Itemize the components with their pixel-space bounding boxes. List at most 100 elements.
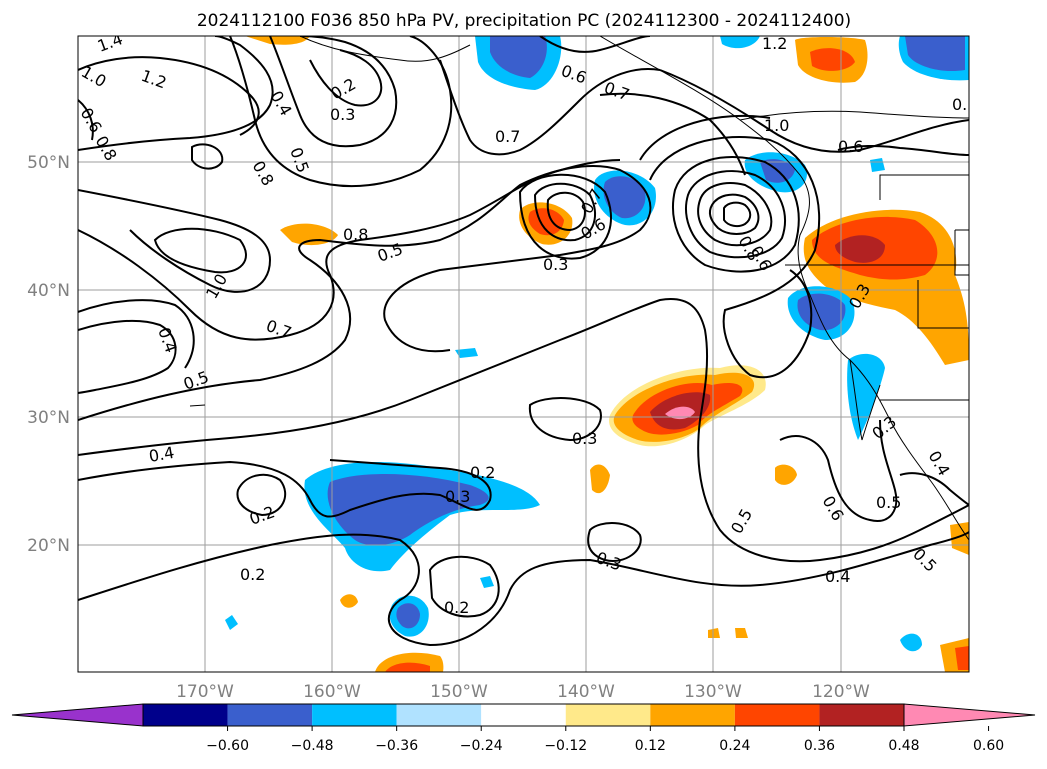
lat-label: 50°N: [27, 153, 70, 173]
precip-negative-region: [455, 348, 478, 358]
pv-contour: [533, 182, 596, 242]
contour-label: 0.3: [572, 429, 597, 448]
map-title: 2024112100 F036 850 hPa PV, precipitatio…: [197, 11, 851, 31]
contour-label: 0.2: [444, 598, 469, 617]
precip-positive-region: [735, 628, 748, 638]
contour-label: 0.2: [470, 463, 495, 482]
pv-contour: [191, 143, 224, 170]
pv-contour: [439, 59, 661, 156]
pv-contour: [528, 397, 602, 442]
lat-label: 20°N: [27, 536, 70, 556]
longitude-labels: 170°W 160°W 150°W 140°W 130°W 120°W: [176, 682, 870, 702]
pv-contour: [599, 92, 746, 176]
pv-contour: [78, 99, 94, 141]
coastline: [879, 174, 969, 200]
colorbar-segment: [734, 704, 820, 726]
pv-contour: [709, 193, 760, 235]
contour-label: 0.3: [543, 255, 568, 274]
coastline: [954, 229, 969, 276]
colorbar-segment: [481, 704, 566, 726]
precip-fill-layer: [225, 36, 969, 672]
pv-contour: [309, 49, 383, 107]
lon-label: 170°W: [176, 682, 234, 702]
pv-contour: [78, 56, 260, 136]
pv-contour: [837, 144, 969, 156]
colorbar-segment: [143, 704, 228, 726]
contour-label: 0.4: [147, 443, 175, 466]
coastline: [299, 36, 471, 62]
lon-label: 140°W: [557, 682, 615, 702]
coastline: [739, 110, 969, 121]
colorbar-tick-label: −0.60: [206, 738, 249, 754]
precip-positive-region: [665, 406, 695, 420]
pv-contour: [697, 182, 773, 247]
precip-positive-region: [955, 646, 969, 670]
colorbar: −0.60 −0.48 −0.36 −0.24 −0.12 0.12 0.24 0.36 0.4…: [11, 703, 1036, 754]
pv-contour: [428, 555, 500, 618]
pv-contour: [78, 319, 177, 394]
contour-label: 0.2: [240, 565, 265, 584]
lon-label: 150°W: [430, 682, 488, 702]
pv-contour: [546, 191, 586, 232]
precip-negative-region: [847, 353, 885, 440]
coastline-layer: [189, 36, 969, 541]
lon-label: 120°W: [812, 682, 870, 702]
colorbar-extend-low: [11, 703, 144, 727]
pv-contour: [779, 419, 898, 522]
contour-label: 1.0: [764, 116, 789, 135]
pv-contour: [539, 36, 651, 53]
colorbar-segment: [312, 704, 397, 726]
precip-negative-region: [480, 576, 494, 588]
pv-contour: [518, 173, 613, 260]
pv-contour: [78, 459, 492, 518]
precip-negative-region: [720, 36, 760, 49]
contour-label: 0.3: [330, 105, 355, 124]
lat-label: 40°N: [27, 281, 70, 301]
precip-positive-region: [810, 48, 855, 71]
pv-contour: [236, 473, 287, 517]
contour-label: 0.4: [825, 567, 850, 586]
pv-contour-layer: [78, 36, 969, 647]
colorbar-extend-high: [903, 703, 1036, 727]
pv-contour: [672, 156, 800, 273]
colorbar-tick-label: −0.12: [544, 738, 587, 754]
precip-negative-region: [603, 176, 646, 219]
colorbar-tick-label: −0.24: [460, 738, 503, 754]
colorbar-tick-label: −0.36: [375, 738, 418, 754]
precip-positive-region: [950, 522, 969, 555]
pv-contour: [153, 227, 247, 274]
precip-negative-region: [327, 474, 489, 546]
colorbar-tick-label: 0.48: [888, 738, 919, 754]
lon-label: 130°W: [684, 682, 742, 702]
graticule: [78, 36, 969, 672]
precip-positive-region: [835, 235, 885, 263]
pv-contour: [78, 164, 652, 421]
precip-negative-region: [900, 633, 922, 652]
contour-label: 1.2: [762, 34, 787, 53]
precip-positive-region: [340, 594, 358, 608]
contour-label: 0.5: [876, 493, 901, 512]
colorbar-tick-label: 0.60: [973, 738, 1004, 754]
pv-contour: [269, 36, 398, 148]
pv-contour: [639, 114, 771, 161]
precip-positive-region: [708, 628, 720, 638]
precip-positive-region: [245, 36, 310, 45]
colorbar-segment: [565, 704, 651, 726]
colorbar-segment: [819, 704, 904, 726]
contour-label: 0.8: [343, 225, 368, 244]
precip-negative-region: [396, 603, 420, 629]
colorbar-tick-label: 0.36: [804, 738, 835, 754]
colorbar-tick-label: −0.48: [291, 738, 334, 754]
pv-contour: [78, 531, 969, 647]
contour-label: 0.6: [838, 137, 863, 156]
precip-negative-region: [490, 36, 547, 78]
colorbar-segment: [227, 704, 313, 726]
coastline: [189, 404, 206, 407]
coastline: [849, 359, 881, 441]
coastline: [917, 280, 969, 329]
map-border: [77, 35, 970, 673]
precip-positive-region: [775, 464, 797, 485]
pv-contour: [649, 136, 821, 379]
pv-contour: [78, 299, 195, 369]
lat-label: 30°N: [27, 408, 70, 428]
